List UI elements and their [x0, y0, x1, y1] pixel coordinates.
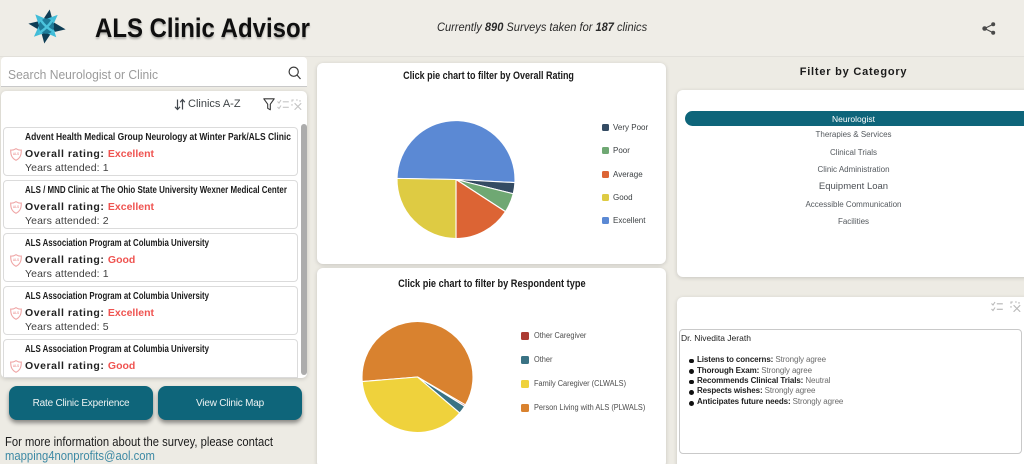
svg-text:ALS: ALS	[13, 311, 19, 315]
svg-text:ALS: ALS	[13, 258, 19, 262]
svg-text:ALS: ALS	[13, 205, 19, 209]
svg-text:ALS: ALS	[13, 364, 19, 368]
svg-text:ALS: ALS	[13, 152, 19, 156]
